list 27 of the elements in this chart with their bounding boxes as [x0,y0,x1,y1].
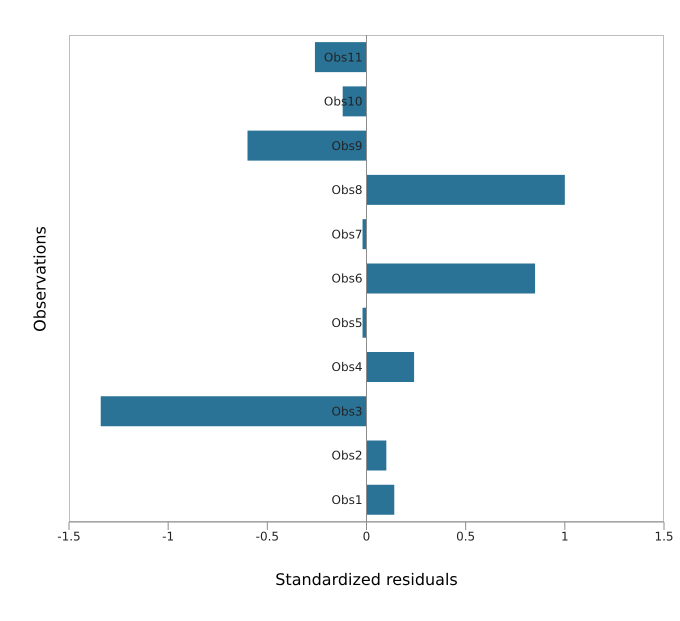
bar [366,352,414,382]
y-tick-label: Obs3 [332,404,362,418]
y-tick-label: Obs11 [324,50,362,64]
bar [314,42,366,72]
bar [366,484,394,515]
x-tick-label: 1 [561,530,569,544]
x-tick-label: -0.5 [256,530,280,544]
x-tick-label: -1 [162,530,174,544]
y-axis-title: Observations [30,226,50,332]
bar [248,130,366,161]
x-tick-label: 0.5 [456,530,476,544]
y-tick-label: Obs6 [332,272,362,286]
bar [366,263,536,294]
y-tick-label: Obs4 [332,360,362,374]
y-tick-label: Obs9 [332,138,362,153]
x-axis-title: Standardized residuals [275,570,458,589]
x-tick-label: 0 [362,530,370,544]
y-tick-label: Obs5 [332,316,362,330]
bar [366,440,386,471]
y-tick-label: Obs2 [332,448,362,463]
y-tick-label: Obs8 [332,183,362,198]
bar [100,396,366,426]
y-tick-label: Obs7 [332,227,362,242]
bar [366,174,565,205]
y-tick-label: Obs1 [332,493,362,508]
x-tick-label: -1.5 [57,530,81,544]
x-tick-label: 1.5 [654,530,674,544]
